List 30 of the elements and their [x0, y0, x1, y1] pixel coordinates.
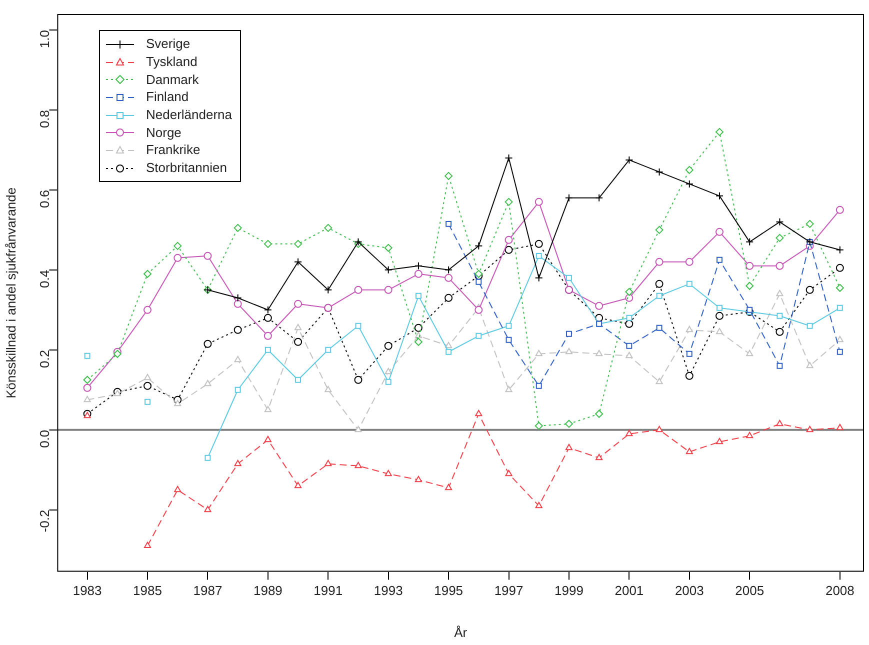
y-tick-label: 0.4 — [36, 270, 52, 288]
legend-label: Nederländerna — [146, 107, 232, 122]
legend-label: Frankrike — [146, 142, 200, 158]
y-tick-label: 1.0 — [36, 30, 52, 48]
x-tick-label: 1993 — [374, 583, 403, 598]
x-tick-label: 2008 — [825, 583, 854, 598]
x-tick-label: 1999 — [554, 583, 584, 598]
x-tick-label: 2001 — [614, 583, 644, 598]
y-axis-title: Könsskillnad i andel sjukfrånvarande — [3, 187, 18, 398]
x-tick-label: 1997 — [494, 583, 524, 598]
legend-label: Finland — [146, 89, 189, 104]
legend-label: Danmark — [146, 72, 199, 87]
x-tick-label: 2005 — [735, 583, 764, 598]
x-tick-label: 2003 — [674, 583, 704, 598]
y-tick-label: 0.8 — [36, 110, 52, 128]
x-tick-label: 1983 — [72, 583, 102, 598]
legend-label: Sverige — [146, 36, 190, 52]
x-tick-label: 1985 — [133, 583, 162, 598]
legend-label: Storbritannien — [146, 160, 227, 176]
legend-label: Tyskland — [146, 54, 198, 70]
x-axis-title: År — [454, 624, 468, 640]
y-tick-label: -0.2 — [36, 510, 52, 532]
legend-label: Norge — [146, 124, 182, 140]
x-tick-label: 1989 — [253, 583, 282, 598]
x-tick-label: 1991 — [314, 583, 343, 598]
y-tick-label: 0.6 — [36, 190, 52, 208]
y-tick-label: 0.0 — [36, 430, 52, 448]
x-tick-label: 1995 — [434, 583, 464, 598]
y-tick-label: 0.2 — [36, 350, 52, 368]
x-tick-label: 1987 — [193, 583, 222, 598]
